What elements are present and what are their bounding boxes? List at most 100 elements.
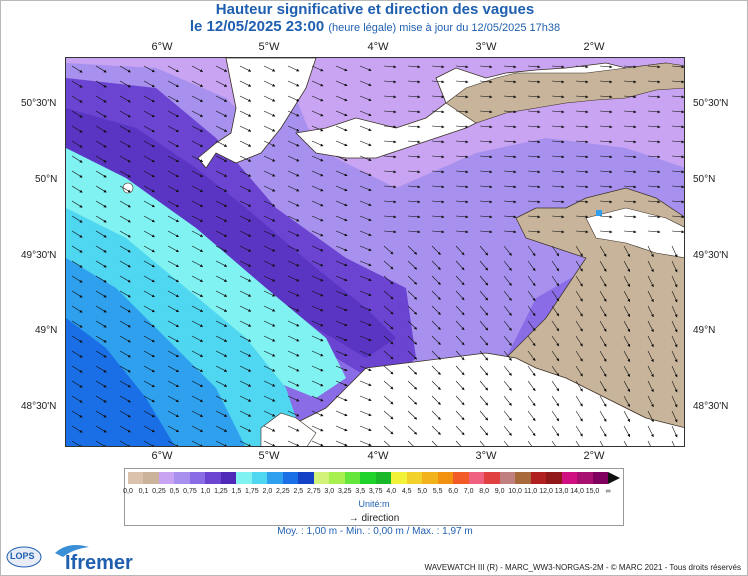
wave-arrow bbox=[71, 110, 83, 118]
wave-arrow bbox=[599, 380, 607, 392]
wave-arrow bbox=[479, 320, 489, 331]
wave-arrow bbox=[431, 65, 445, 69]
wave-arrow bbox=[191, 260, 204, 267]
wave-arrow bbox=[671, 245, 678, 258]
wave-arrow bbox=[407, 215, 421, 219]
legend-label: 2,0 bbox=[262, 488, 273, 495]
wave-arrow bbox=[71, 305, 83, 313]
wave-arrow bbox=[383, 350, 394, 360]
wave-arrow bbox=[71, 440, 83, 446]
legend-swatch bbox=[592, 472, 609, 484]
legend-swatch bbox=[406, 472, 423, 484]
wave-arrow bbox=[407, 305, 418, 315]
wave-arrow bbox=[479, 200, 493, 204]
wave-arrow bbox=[167, 110, 180, 118]
wave-arrow bbox=[287, 140, 300, 147]
wave-arrow bbox=[239, 95, 252, 102]
wave-arrow bbox=[215, 230, 228, 237]
wave-arrow bbox=[167, 365, 180, 373]
wave-arrow bbox=[143, 245, 155, 253]
wave-arrow bbox=[623, 395, 631, 408]
wave-arrow bbox=[191, 365, 204, 372]
land-finistere bbox=[260, 412, 317, 446]
wave-arrow bbox=[431, 80, 445, 84]
wave-arrow bbox=[119, 320, 131, 328]
wave-arrow bbox=[551, 425, 560, 437]
wave-arrow bbox=[623, 65, 637, 69]
legend-label: 13,0 bbox=[554, 488, 569, 495]
wave-arrow bbox=[407, 395, 418, 405]
wave-arrow bbox=[335, 95, 348, 102]
wave-arrow bbox=[263, 260, 276, 267]
wave-arrow bbox=[455, 440, 461, 446]
wave-arrow bbox=[239, 200, 252, 207]
wave-arrow bbox=[383, 290, 394, 300]
wave-arrow bbox=[527, 125, 541, 129]
wave-arrow bbox=[191, 320, 204, 327]
wave-arrow bbox=[215, 125, 228, 132]
wave-arrow bbox=[119, 260, 131, 268]
lon-label-4w-top: 4°W bbox=[367, 41, 389, 53]
wave-arrow bbox=[119, 395, 131, 403]
wave-arrow bbox=[455, 335, 465, 346]
wave-arrow bbox=[671, 230, 684, 234]
wave-arrow bbox=[503, 260, 512, 271]
wave-arrow bbox=[479, 365, 489, 376]
wave-arrow bbox=[239, 335, 252, 342]
wave-arrow bbox=[311, 80, 324, 87]
wave-arrow bbox=[287, 170, 300, 177]
map-stats: Moy. : 1,00 m - Min. : 0,00 m / Max. : 1… bbox=[277, 526, 473, 537]
wave-arrow bbox=[575, 110, 589, 114]
wave-arrow bbox=[71, 275, 83, 283]
wave-arrow bbox=[503, 245, 512, 256]
map-title: Hauteur significative et direction des v… bbox=[215, 1, 535, 18]
wave-arrow bbox=[647, 215, 661, 219]
wave-arrow bbox=[431, 185, 445, 189]
wave-arrow bbox=[95, 335, 107, 343]
wave-arrow bbox=[431, 95, 445, 99]
wave-arrow bbox=[551, 410, 560, 422]
wave-arrow bbox=[503, 380, 512, 391]
wave-arrow bbox=[143, 350, 155, 358]
wave-arrow bbox=[263, 380, 276, 387]
wave-arrow bbox=[119, 275, 131, 283]
wave-arrow bbox=[551, 125, 565, 129]
wave-arrow bbox=[95, 95, 107, 103]
wave-arrow bbox=[599, 110, 613, 114]
wave-arrow bbox=[647, 185, 661, 189]
wave-arrow bbox=[551, 320, 560, 332]
wave-arrow bbox=[383, 335, 394, 345]
wave-arrow bbox=[383, 200, 397, 204]
wave-arrow bbox=[359, 380, 372, 387]
legend-swatch bbox=[530, 472, 547, 484]
legend-label: 9,0 bbox=[494, 488, 505, 495]
land-england-sussex bbox=[445, 62, 684, 124]
wave-arrow bbox=[623, 80, 637, 84]
wave-arrow bbox=[575, 80, 589, 84]
wave-arrow bbox=[215, 365, 228, 372]
wave-arrow bbox=[359, 215, 372, 222]
legend-label: 2,25 bbox=[276, 488, 290, 495]
lops-logo bbox=[6, 546, 42, 568]
wave-arrow bbox=[431, 155, 445, 159]
wave-arrow bbox=[191, 80, 204, 87]
wave-arrow bbox=[239, 230, 252, 237]
legend-swatch bbox=[158, 472, 175, 484]
wave-arrow bbox=[335, 260, 348, 267]
wave-map[interactable] bbox=[65, 57, 685, 447]
wave-arrow bbox=[215, 245, 228, 252]
wave-arrow bbox=[359, 275, 372, 282]
wave-arrow bbox=[551, 275, 560, 287]
wave-arrow bbox=[479, 290, 489, 301]
wave-arrow bbox=[239, 440, 252, 446]
wave-arrow bbox=[239, 290, 252, 297]
legend-label: 1,0 bbox=[200, 488, 211, 495]
wave-arrow bbox=[191, 185, 204, 192]
wave-arrow bbox=[575, 305, 583, 317]
wave-arrow bbox=[239, 155, 252, 162]
wave-arrow bbox=[455, 275, 465, 286]
legend-label: 12,0 bbox=[539, 488, 553, 495]
wave-arrow bbox=[503, 80, 517, 84]
wave-arrow bbox=[311, 410, 324, 417]
